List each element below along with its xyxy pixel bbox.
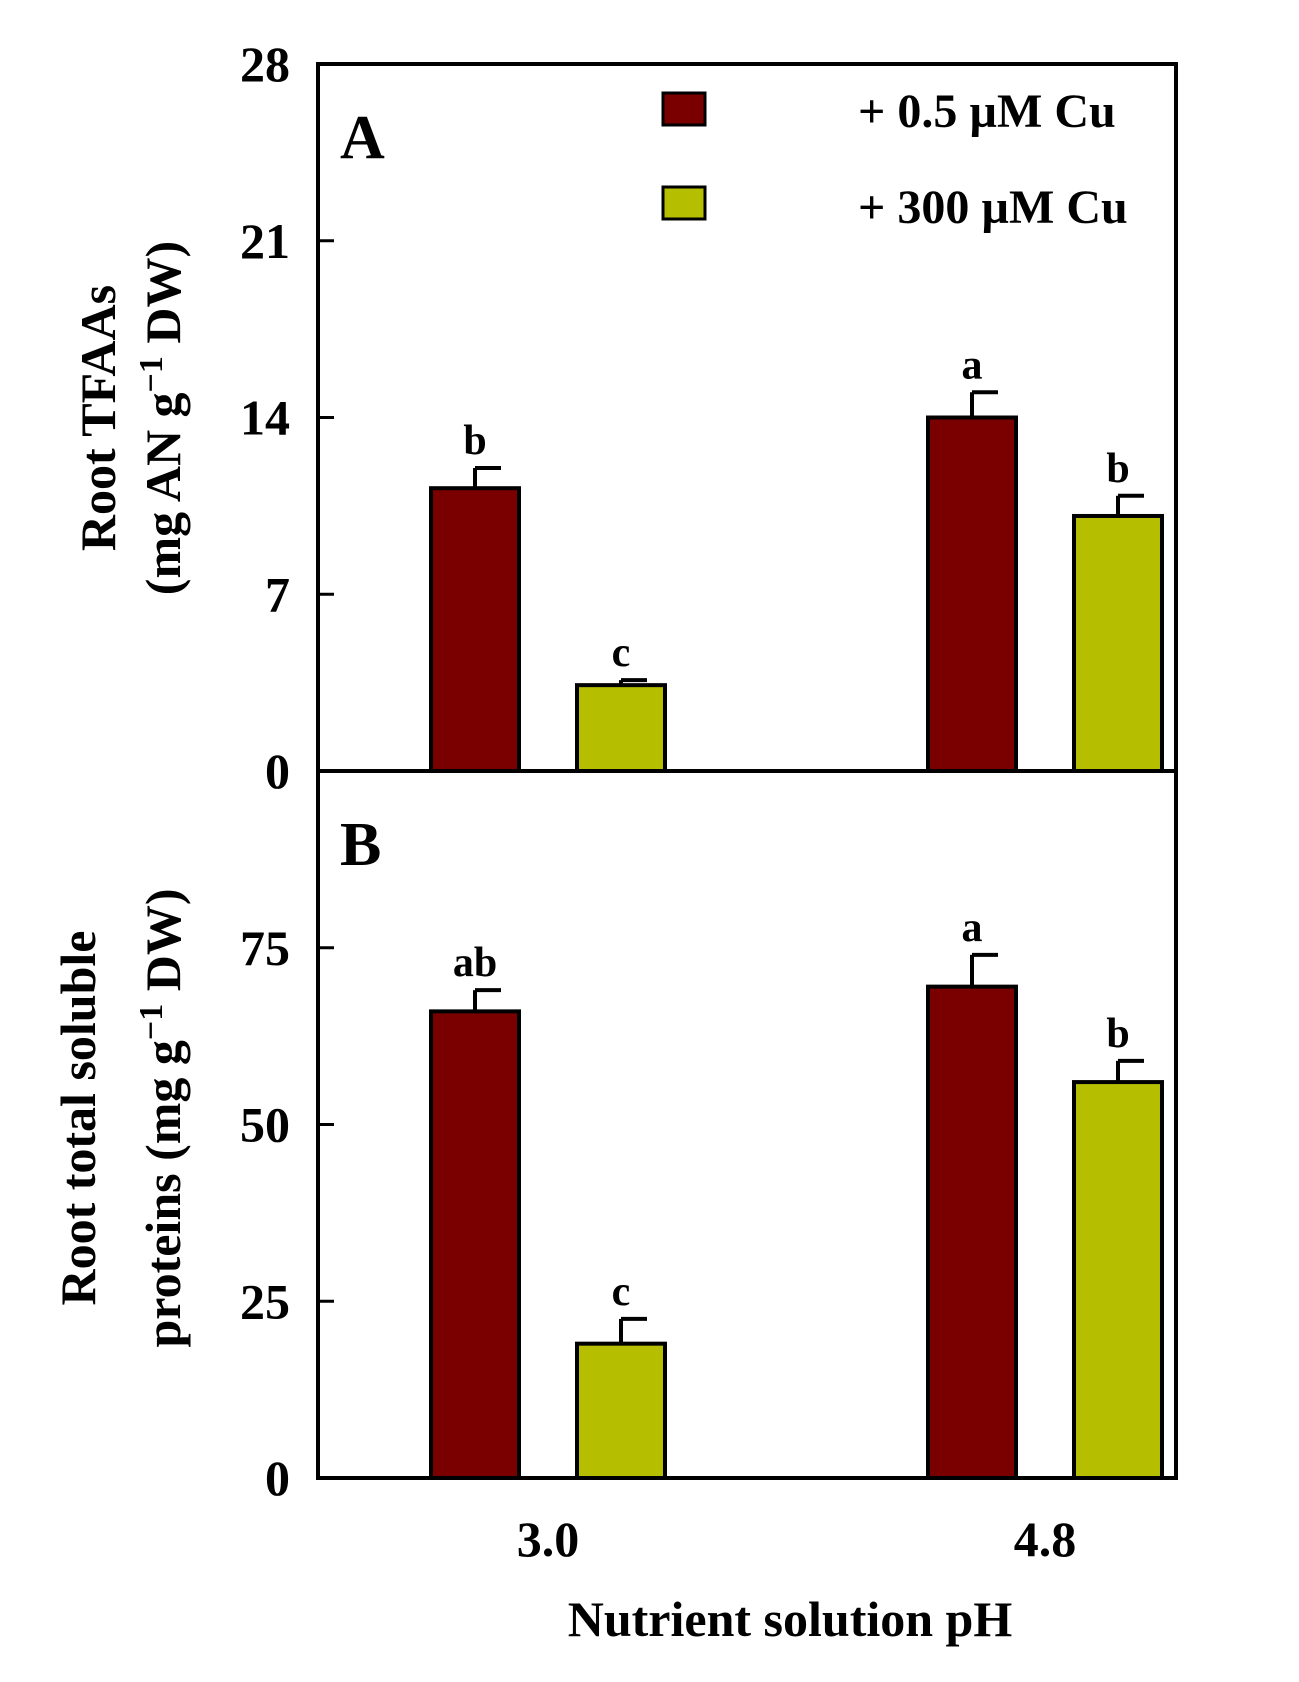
panel-a-y-label-line2: (mg AN g−1 DW)	[133, 241, 191, 595]
panel-a: A 0 7 14 21 28 b a c b Root TFAAs (mg AN g−1 DW…	[70, 36, 1178, 799]
legend-label-300um: + 300 µM Cu	[858, 181, 1128, 234]
legend-swatch-300um	[661, 185, 707, 221]
panel-b-bars: ab a c b	[429, 905, 1164, 1481]
panel-a-y-tick-label-0: 0	[265, 743, 290, 799]
panel-a-y-tick-label-4: 28	[240, 36, 290, 92]
panel-a-s0-c1-sig-letter: a	[962, 342, 983, 388]
panel-b-s0-c0-bar	[429, 1009, 521, 1480]
panel-b-y-label-line2-pre: proteins (mg g	[135, 1040, 191, 1347]
panel-b-s0-c0-sig-letter: ab	[453, 940, 497, 986]
panel-b-s0-c1-bar	[926, 984, 1018, 1480]
x-tick-label-0: 3.0	[517, 1511, 580, 1567]
panel-a-s1-c1-sig-letter: b	[1106, 446, 1129, 492]
panel-b-y-label-line2: proteins (mg g−1 DW)	[133, 888, 191, 1347]
x-axis-ticks: 3.0 4.8	[517, 1511, 1077, 1567]
panel-a-s0-c0-bar	[429, 486, 521, 773]
panel-b: B 0 25 50 75 ab a c b Root total soluble prote…	[50, 769, 1178, 1647]
panel-b-s1-c1-bar	[1072, 1080, 1164, 1480]
panel-b-y-label-line1: Root total soluble	[50, 931, 106, 1306]
panel-a-y-tick-label-1: 7	[265, 566, 290, 622]
panel-b-y-ticks: 0 25 50 75	[240, 920, 334, 1506]
panel-a-s1-c0-sig-letter: c	[612, 630, 631, 676]
x-axis-title: Nutrient solution pH	[568, 1591, 1013, 1647]
panel-a-y-ticks: 0 7 14 21 28	[240, 36, 334, 799]
panel-b-s0-c1-sig-letter: a	[962, 905, 983, 951]
panel-b-s1-c0-sig-letter: c	[612, 1269, 631, 1315]
panel-a-y-tick-label-3: 21	[240, 213, 290, 269]
panel-a-s0-c1-bar	[926, 415, 1018, 773]
panel-a-label: A	[340, 104, 385, 172]
panel-b-s1-c1-sig-letter: b	[1106, 1011, 1129, 1057]
legend-label-0-5um: + 0.5 µM Cu	[858, 85, 1116, 138]
panel-a-s0-c0-sig-letter: b	[463, 418, 486, 464]
panel-a-s1-c0-bar	[575, 683, 667, 774]
panel-b-y-tick-label-0: 0	[265, 1450, 290, 1506]
x-tick-label-1: 4.8	[1014, 1511, 1077, 1567]
legend-swatch-0-5um	[661, 91, 707, 127]
panel-a-y-label-line1: Root TFAAs	[70, 285, 126, 551]
panel-b-s1-c0-bar	[575, 1341, 667, 1481]
panel-b-label: B	[340, 811, 381, 879]
panel-b-y-tick-label-3: 75	[240, 920, 290, 976]
panel-b-y-tick-label-1: 25	[240, 1273, 290, 1329]
panel-b-y-label-line2-sup: −1	[133, 1004, 170, 1040]
panel-a-y-tick-label-2: 14	[240, 390, 290, 446]
panel-a-s1-c1-bar	[1072, 513, 1164, 773]
panel-a-y-label-line2-sup: −1	[133, 356, 170, 392]
panel-a-y-label-line2-post: DW)	[135, 241, 191, 356]
panel-b-y-label-line2-post: DW)	[135, 888, 191, 1003]
legend: + 0.5 µM Cu + 300 µM Cu	[661, 85, 1128, 234]
panel-a-y-label-line2-pre: (mg AN g	[135, 392, 191, 595]
panel-b-y-tick-label-2: 50	[240, 1097, 290, 1153]
panel-a-bars: b a c b	[429, 342, 1164, 774]
